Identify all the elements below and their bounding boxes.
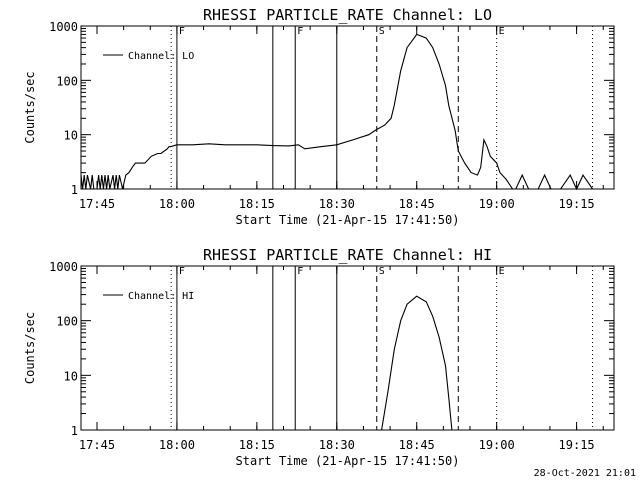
x-tick-label: 18:45 — [399, 438, 435, 452]
y-tick-label: 10 — [64, 129, 78, 143]
x-axis-label: Start Time (21-Apr-15 17:41:50) — [236, 213, 460, 227]
y-tick-label: 100 — [56, 315, 78, 329]
event-line-label: E — [499, 266, 505, 277]
x-tick-label: 18:00 — [159, 197, 195, 211]
legend-label: Channel: LO — [128, 51, 194, 62]
chart-title: RHESSI PARTICLE_RATE Channel: LO — [203, 6, 492, 24]
series-line — [381, 295, 453, 431]
plot-frame — [80, 25, 615, 190]
x-tick-label: 17:45 — [79, 197, 115, 211]
x-tick-label: 17:45 — [79, 438, 115, 452]
y-tick-label: 1000 — [49, 20, 78, 34]
chart-title: RHESSI PARTICLE_RATE Channel: HI — [203, 246, 492, 264]
x-tick-label: 19:00 — [479, 438, 515, 452]
event-line-label: S — [379, 266, 385, 277]
x-tick-label: 19:00 — [479, 197, 515, 211]
event-line-label: E — [499, 26, 505, 37]
y-axis-label: Counts/sec — [23, 71, 37, 143]
y-tick-label: 1 — [71, 183, 78, 197]
event-line-label: F — [179, 26, 185, 37]
y-tick-label: 100 — [56, 74, 78, 88]
legend-label: Channel: HI — [128, 291, 194, 302]
x-axis-label: Start Time (21-Apr-15 17:41:50) — [236, 454, 460, 468]
series-line — [80, 33, 594, 191]
event-line-label: F — [179, 266, 185, 277]
x-tick-label: 18:30 — [319, 438, 355, 452]
x-tick-label: 18:15 — [239, 438, 275, 452]
y-tick-label: 1 — [71, 424, 78, 438]
plot-frame — [80, 265, 615, 431]
y-tick-label: 1000 — [49, 260, 78, 274]
footer-timestamp: 28-Oct-2021 21:01 — [534, 468, 636, 479]
x-tick-label: 18:30 — [319, 197, 355, 211]
chart-panel-hi: RHESSI PARTICLE_RATE Channel: HI Start Ti… — [23, 246, 615, 468]
x-tick-label: 19:15 — [559, 438, 595, 452]
y-axis-label: Counts/sec — [23, 312, 37, 384]
event-line-label: F — [297, 26, 303, 37]
x-tick-label: 18:00 — [159, 438, 195, 452]
y-tick-label: 10 — [64, 369, 78, 383]
x-tick-label: 18:15 — [239, 197, 275, 211]
event-line-label: F — [297, 266, 303, 277]
x-tick-label: 18:45 — [399, 197, 435, 211]
event-line-label: S — [379, 26, 385, 37]
chart-panel-lo: RHESSI PARTICLE_RATE Channel: LO Start Ti… — [23, 6, 615, 227]
x-tick-label: 19:15 — [559, 197, 595, 211]
